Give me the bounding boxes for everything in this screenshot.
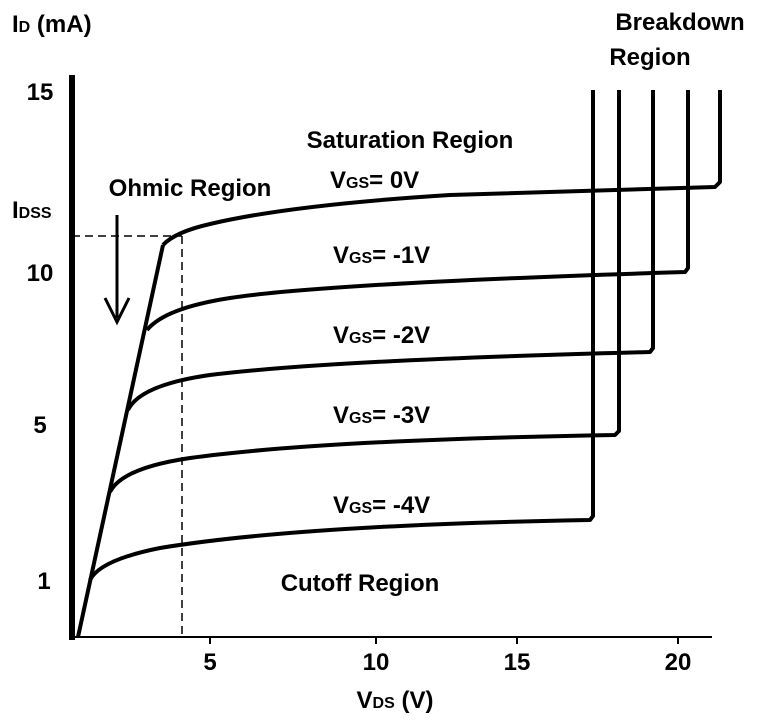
- label-main: V: [330, 167, 346, 194]
- label-main: V: [333, 402, 349, 429]
- label-rest: = -3V: [372, 402, 430, 429]
- label-rest: (mA): [30, 11, 91, 38]
- x-axis-label: VDS (V): [357, 687, 434, 714]
- label-rest: (V): [395, 687, 434, 714]
- region-label: Breakdown: [615, 9, 744, 36]
- label-sub: GS: [349, 250, 372, 267]
- curve-label: VGS= -3V: [333, 402, 430, 429]
- label-main: V: [357, 687, 373, 714]
- curve-label: VGS= -1V: [333, 242, 430, 269]
- ohmic-arrow: [103, 215, 131, 326]
- idss-guides: [72, 235, 183, 637]
- y-axis-label: ID (mA): [12, 11, 92, 38]
- label-rest: = -2V: [372, 322, 430, 349]
- y-tick-label: 1: [37, 568, 50, 595]
- label-sub: D: [19, 19, 31, 36]
- label-sub: GS: [349, 500, 372, 517]
- region-label: Ohmic Region: [109, 175, 272, 202]
- curve-label: VGS= -2V: [333, 322, 430, 349]
- curves: [76, 90, 722, 638]
- label-sub: DS: [373, 695, 396, 712]
- label-sub: DSS: [19, 205, 52, 222]
- label-sub: GS: [349, 410, 372, 427]
- label-sub: GS: [349, 330, 372, 347]
- label-main: V: [333, 242, 349, 269]
- x-tick-label: 5: [203, 649, 216, 676]
- region-label: Saturation Region: [307, 127, 514, 154]
- region-label: Cutoff Region: [281, 570, 440, 597]
- x-tick-label: 20: [665, 649, 692, 676]
- x-tick-label: 15: [504, 649, 531, 676]
- label-main: I: [12, 11, 19, 38]
- idss-label: IDSS: [12, 197, 52, 224]
- region-label: Region: [609, 44, 690, 71]
- label-rest: = -1V: [372, 242, 430, 269]
- x-ticks: [209, 637, 679, 644]
- y-tick-label: 5: [33, 412, 46, 439]
- label-rest: = 0V: [369, 167, 419, 194]
- y-tick-label: 10: [27, 260, 54, 287]
- curve-label: VGS= 0V: [330, 167, 419, 194]
- label-rest: = -4V: [372, 492, 430, 519]
- label-main: V: [333, 492, 349, 519]
- label-main: I: [12, 197, 19, 224]
- label-main: V: [333, 322, 349, 349]
- y-tick-label: 15: [27, 79, 54, 106]
- label-sub: GS: [346, 175, 369, 192]
- curve-label: VGS= -4V: [333, 492, 430, 519]
- x-tick-label: 10: [363, 649, 390, 676]
